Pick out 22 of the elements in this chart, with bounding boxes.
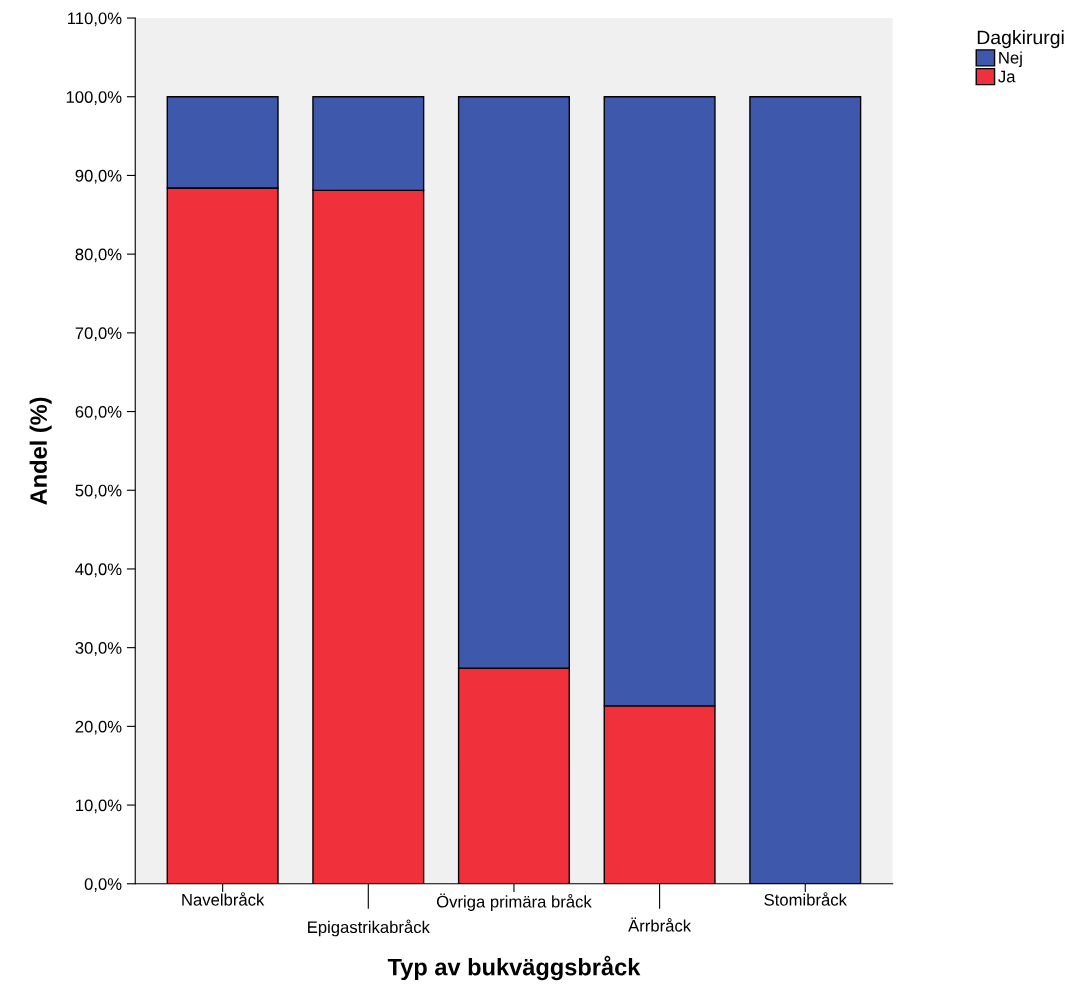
y-tick-label: 20,0% [75,720,122,735]
y-tick-label: 50,0% [75,484,122,499]
legend-label: Ja [998,70,1016,83]
y-tick-label: 60,0% [75,405,122,420]
y-tick-label: 90,0% [75,169,122,184]
x-tick-label: Övriga primära bråck [436,893,592,911]
x-tick-label: Stomibråck [764,892,847,906]
y-tick-label: 80,0% [75,248,122,263]
y-tick-label: 30,0% [75,642,122,656]
x-axis-title: Typ av bukväggsbråck [387,955,641,981]
y-axis-title: Andel (%) [29,397,52,505]
y-tick-label: 10,0% [76,799,122,814]
x-tick-label: Ärrbråck [628,917,692,932]
x-tick-label: Epigastrikabråck [308,919,430,937]
y-tick-label: 100,0% [66,91,122,105]
y-tick-label: 110,0% [68,12,122,27]
legend-label: Nej [999,51,1022,67]
x-tick-label: Navelbråck [182,892,265,906]
legend-title: Dagkirurgi [977,30,1064,49]
y-tick-label: 70,0% [75,327,122,342]
y-tick-label: 40,0% [75,563,122,578]
y-tick-label: 0,0% [84,878,122,892]
